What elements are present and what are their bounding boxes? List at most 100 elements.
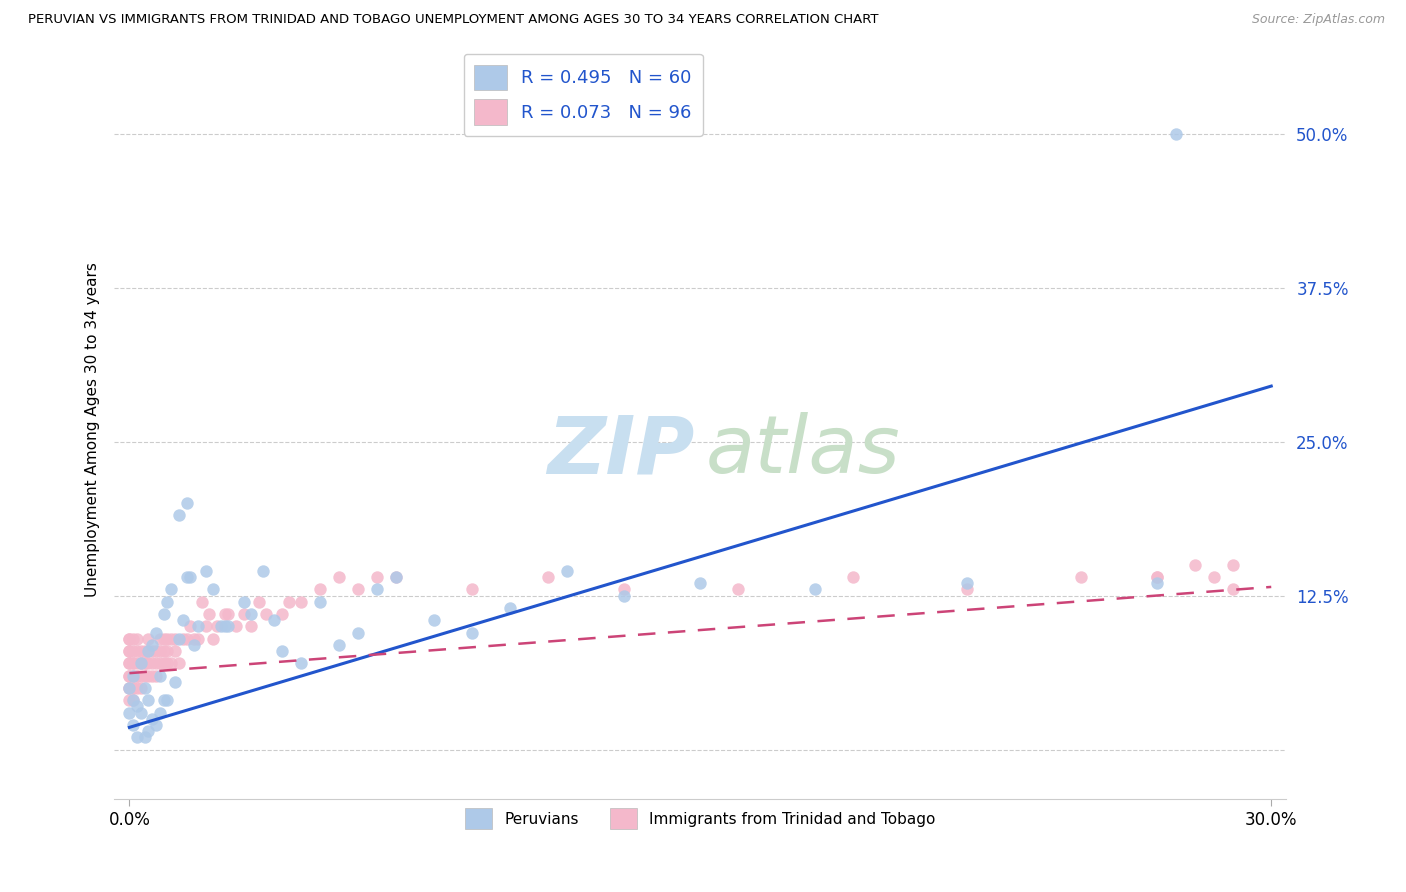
Point [118, 668, 141, 682]
Point [141, 657, 163, 671]
Point [138, 657, 160, 671]
Point [118, 644, 141, 658]
Point [461, 625, 484, 640]
Point [232, 607, 254, 621]
Point [252, 564, 274, 578]
Point [1204, 570, 1226, 584]
Point [167, 632, 190, 646]
Point [537, 570, 560, 584]
Point [165, 674, 187, 689]
Point [160, 582, 183, 597]
Point [165, 644, 187, 658]
Point [118, 644, 141, 658]
Point [118, 681, 141, 695]
Point [122, 668, 145, 682]
Point [129, 681, 152, 695]
Point [202, 582, 225, 597]
Point [118, 681, 141, 695]
Point [613, 589, 636, 603]
Point [225, 619, 247, 633]
Point [346, 582, 368, 597]
Point [122, 632, 145, 646]
Point [118, 657, 141, 671]
Point [176, 570, 198, 584]
Y-axis label: Unemployment Among Ages 30 to 34 years: Unemployment Among Ages 30 to 34 years [86, 261, 100, 597]
Point [202, 632, 225, 646]
Point [122, 668, 145, 682]
Point [134, 681, 156, 695]
Point [145, 625, 167, 640]
Point [167, 657, 190, 671]
Point [138, 693, 160, 707]
Point [172, 613, 194, 627]
Point [149, 644, 172, 658]
Point [165, 632, 187, 646]
Point [156, 632, 179, 646]
Point [308, 595, 330, 609]
Point [689, 576, 711, 591]
Point [214, 607, 236, 621]
Point [217, 607, 239, 621]
Point [183, 632, 205, 646]
Point [118, 693, 141, 707]
Point [156, 644, 179, 658]
Point [232, 595, 254, 609]
Text: ZIP: ZIP [547, 412, 695, 491]
Point [187, 632, 209, 646]
Point [1184, 558, 1206, 572]
Point [125, 699, 148, 714]
Text: Source: ZipAtlas.com: Source: ZipAtlas.com [1251, 13, 1385, 27]
Point [122, 693, 145, 707]
Point [134, 730, 156, 744]
Point [956, 576, 979, 591]
Point [167, 508, 190, 523]
Point [172, 632, 194, 646]
Point [841, 570, 863, 584]
Point [240, 607, 263, 621]
Point [179, 570, 201, 584]
Point [179, 619, 201, 633]
Point [290, 657, 312, 671]
Point [278, 595, 301, 609]
Point [138, 644, 160, 658]
Point [194, 564, 217, 578]
Point [956, 582, 979, 597]
Point [125, 668, 148, 682]
Point [145, 644, 167, 658]
Point [152, 657, 174, 671]
Point [141, 638, 163, 652]
Point [1222, 558, 1244, 572]
Point [125, 681, 148, 695]
Point [145, 657, 167, 671]
Point [209, 619, 232, 633]
Point [122, 718, 145, 732]
Point [152, 644, 174, 658]
Point [152, 632, 174, 646]
Point [254, 607, 277, 621]
Point [803, 582, 825, 597]
Point [122, 681, 145, 695]
Point [118, 657, 141, 671]
Point [152, 607, 174, 621]
Point [129, 657, 152, 671]
Point [118, 632, 141, 646]
Point [346, 625, 368, 640]
Point [240, 619, 263, 633]
Point [1146, 570, 1168, 584]
Point [141, 712, 163, 726]
Point [129, 644, 152, 658]
Point [308, 582, 330, 597]
Point [122, 693, 145, 707]
Point [125, 644, 148, 658]
Point [194, 619, 217, 633]
Point [118, 706, 141, 720]
Point [366, 570, 388, 584]
Point [122, 681, 145, 695]
Point [145, 668, 167, 682]
Point [134, 668, 156, 682]
Point [149, 706, 172, 720]
Point [1164, 127, 1187, 141]
Point [141, 644, 163, 658]
Point [118, 668, 141, 682]
Point [160, 632, 183, 646]
